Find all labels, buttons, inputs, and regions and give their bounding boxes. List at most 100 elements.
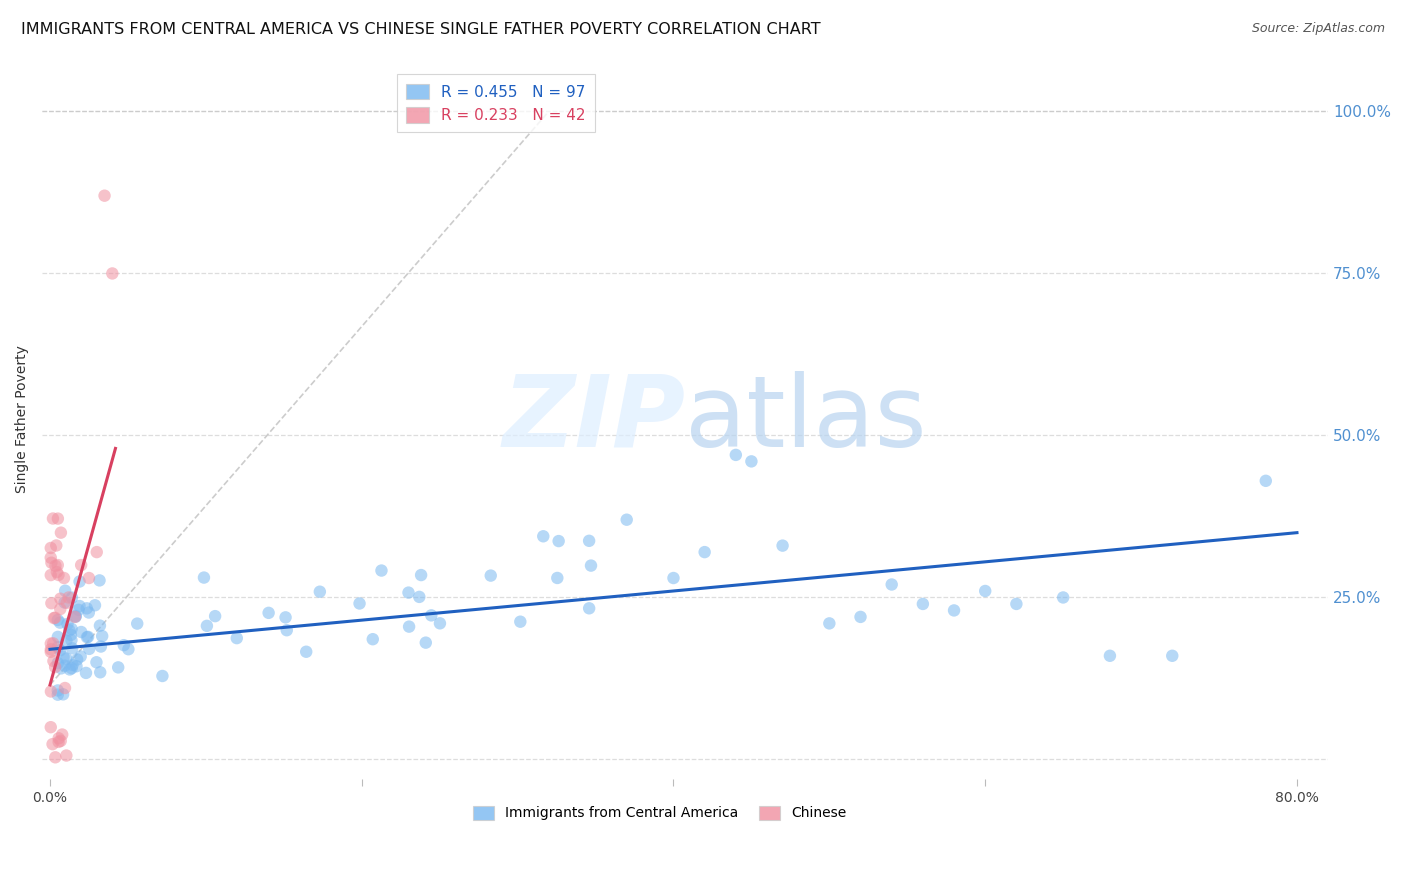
Point [70,625,93,640]
Point [65,609,87,624]
Point [41,596,63,610]
Point [578,533,600,548]
Point [724,448,747,462]
Point [55,748,77,763]
Point [59,628,82,642]
Point [772,539,794,553]
Point [58,624,80,638]
Point [48,731,70,746]
Point [46,656,69,670]
Point [86,655,108,669]
Point [52,650,75,665]
Point [276,624,298,638]
Point [370,564,392,578]
Point [42,654,65,668]
Point [70,558,93,572]
Point [531,529,554,543]
Point [53,658,76,673]
Point [39,645,62,659]
Point [46,613,69,627]
Point [91,629,114,643]
Text: ZIP: ZIP [502,371,685,467]
Point [479,568,502,582]
Point [58,591,80,605]
Point [49,615,72,630]
Point [76,601,98,615]
Point [49,525,72,540]
Point [107,660,129,674]
Point [547,534,569,549]
Point [55,596,77,610]
Point [59,663,82,677]
Point [41,556,63,570]
Point [42,611,65,625]
Point [48,735,70,749]
Point [62,657,84,672]
Point [44,660,66,674]
Point [77,606,100,620]
Point [42,636,65,650]
Point [67,603,90,617]
Point [308,584,330,599]
Point [849,610,872,624]
Y-axis label: Single Father Poverty: Single Father Poverty [15,345,30,493]
Point [398,620,420,634]
Point [51,661,73,675]
Point [1052,591,1074,605]
Point [274,610,297,624]
Point [60,633,83,648]
Point [41,737,63,751]
Point [53,583,76,598]
Text: Source: ZipAtlas.com: Source: ZipAtlas.com [1251,22,1385,36]
Point [49,591,72,606]
Point [55,651,77,665]
Point [46,558,69,572]
Point [193,571,215,585]
Point [46,688,69,702]
Point [44,750,66,764]
Point [349,597,371,611]
Point [53,571,76,585]
Point [1005,597,1028,611]
Point [1161,648,1184,663]
Point [51,727,73,741]
Point [408,590,430,604]
Point [49,734,72,748]
Point [46,683,69,698]
Point [60,641,83,656]
Point [75,665,97,680]
Text: IMMIGRANTS FROM CENTRAL AMERICA VS CHINESE SINGLE FATHER POVERTY CORRELATION CHA: IMMIGRANTS FROM CENTRAL AMERICA VS CHINE… [21,22,821,37]
Point [65,609,87,624]
Point [616,513,638,527]
Point [89,618,111,632]
Point [509,615,531,629]
Text: atlas: atlas [685,371,927,467]
Point [257,606,280,620]
Point [361,632,384,647]
Point [579,558,602,573]
Point [39,550,62,565]
Point [740,454,762,468]
Point [44,611,66,625]
Point [55,633,77,648]
Point [89,665,111,680]
Point [225,631,247,645]
Point [1254,474,1277,488]
Point [44,558,66,573]
Point [295,645,318,659]
Point [911,597,934,611]
Point [66,652,89,666]
Point [1098,648,1121,663]
Point [52,687,75,701]
Point [398,585,420,599]
Point [60,661,83,675]
Point [39,568,62,582]
Point [53,681,76,695]
Point [818,616,841,631]
Point [578,601,600,615]
Point [90,640,112,654]
Point [77,641,100,656]
Point [39,642,62,657]
Point [429,616,451,631]
Point [880,577,903,591]
